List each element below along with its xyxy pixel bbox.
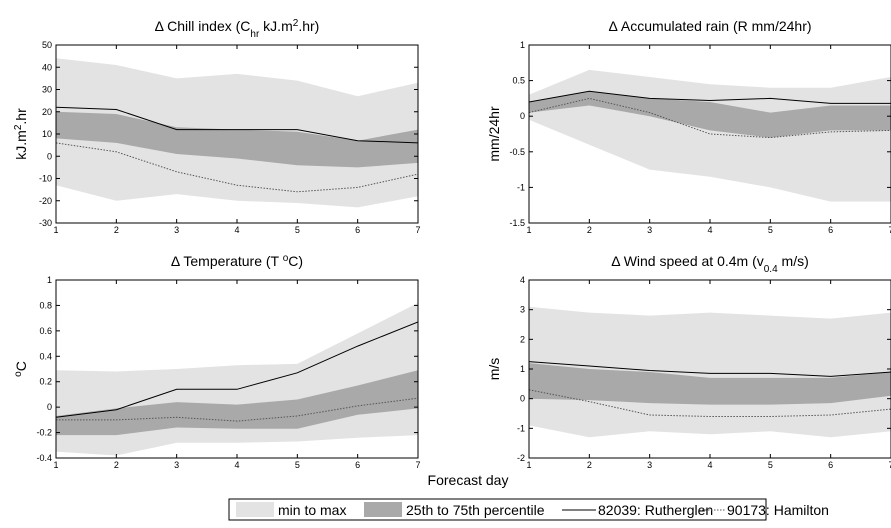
ylabel-text: m/s <box>486 358 502 381</box>
x-tick-label: 2 <box>114 225 119 235</box>
y-axis-label: kJ.m2.hr <box>13 108 30 160</box>
x-tick-label: 7 <box>415 460 420 470</box>
y-tick-label: -20 <box>39 196 52 206</box>
y-tick-label: 3 <box>520 305 525 315</box>
y-axis-label: mm/24hr <box>486 106 502 162</box>
x-tick-label: 7 <box>415 225 420 235</box>
x-tick-label: 3 <box>647 460 652 470</box>
panel-title: Δ Temperature (T oC) <box>171 253 303 270</box>
y-tick-label: 0 <box>47 151 52 161</box>
legend-swatch-iqr <box>364 502 402 517</box>
y-tick-label: -30 <box>39 218 52 228</box>
legend-label-rutherglen: 82039: Rutherglen <box>598 502 713 518</box>
panel-title: Δ Accumulated rain (R mm/24hr) <box>608 18 811 34</box>
band-min-max <box>529 70 891 202</box>
y-tick-label: -10 <box>39 174 52 184</box>
title-text-end: C) <box>288 253 303 269</box>
x-tick-label: 5 <box>295 225 300 235</box>
x-tick-label: 1 <box>53 460 58 470</box>
title-text: Δ Chill index (C <box>155 18 251 34</box>
y-tick-label: 1 <box>520 364 525 374</box>
plot-area <box>56 58 418 207</box>
x-tick-label: 4 <box>707 225 712 235</box>
x-axis-label: Forecast day <box>428 472 509 488</box>
legend-label-iqr: 25th to 75th percentile <box>406 502 545 518</box>
y-tick-label: 1 <box>47 275 52 285</box>
y-tick-label: 10 <box>42 129 52 139</box>
plot-area <box>529 307 891 438</box>
y-tick-label: 0 <box>47 402 52 412</box>
y-tick-label: 20 <box>42 107 52 117</box>
y-tick-label: 0 <box>520 111 525 121</box>
x-tick-label: 4 <box>234 225 239 235</box>
panel-chill-index: -30 -20 -10 0 10 20 30 40 50 1 2 3 4 5 6 7 Δ Chill index… <box>13 18 421 236</box>
panel-wind-speed: -2-1012341234567Δ Wind speed at 0.4m (v0… <box>486 253 891 470</box>
panel-title: Δ Chill index (Chr kJ.m2.hr) <box>155 18 320 40</box>
y-tick-label: -0.2 <box>36 428 52 438</box>
y-tick-label: -0.5 <box>509 147 525 157</box>
x-tick-label: 3 <box>174 225 179 235</box>
panel-temperature: -0.4 -0.2 0 0.2 0.4 0.6 0.8 1 1 2 3 4 5 6 7 Δ Temperatu… <box>13 253 421 471</box>
legend-swatch-range <box>236 502 274 517</box>
x-tick-label: 4 <box>234 460 239 470</box>
x-tick-label: 6 <box>828 460 833 470</box>
x-tick-label: 6 <box>355 460 360 470</box>
y-tick-label: 40 <box>42 62 52 72</box>
title-text-rest: kJ.m <box>259 18 292 34</box>
ylabel-text-end: .hr <box>13 108 29 125</box>
y-tick-label: 0.5 <box>512 76 525 86</box>
y-axis-label: m/s <box>486 358 502 381</box>
ylabel-text: kJ.m <box>13 130 29 160</box>
x-tick-label: 3 <box>174 460 179 470</box>
y-tick-label: 50 <box>42 40 52 50</box>
y-tick-label: -0.4 <box>36 453 52 463</box>
y-tick-label: -1.5 <box>509 218 525 228</box>
y-tick-label: 4 <box>520 275 525 285</box>
title-text: Δ Accumulated rain (R mm/24hr) <box>608 18 811 34</box>
title-subscript: 0.4 <box>764 264 778 275</box>
y-tick-label: -2 <box>517 453 525 463</box>
panel-accumulated-rain: -1.5-1-0.500.511234567Δ Accumulated rain… <box>486 18 891 235</box>
x-tick-label: 2 <box>114 460 119 470</box>
y-tick-label: 0 <box>520 394 525 404</box>
y-axis-label: oC <box>13 361 30 377</box>
y-tick-label: 1 <box>520 40 525 50</box>
y-tick-label: 0.2 <box>39 377 52 387</box>
ylabel-text-end: C <box>13 361 29 371</box>
title-text: Δ Temperature (T <box>171 253 283 269</box>
plot-area <box>529 70 891 202</box>
ylabel-text: mm/24hr <box>486 106 502 162</box>
x-tick-label: 2 <box>587 460 592 470</box>
legend-label-range: min to max <box>278 502 346 518</box>
title-text: Δ Wind speed at 0.4m (v <box>611 253 764 269</box>
y-tick-label: -1 <box>517 182 525 192</box>
y-tick-label: 2 <box>520 334 525 344</box>
legend-label-hamilton: 90173: Hamilton <box>727 502 829 518</box>
x-tick-label: 2 <box>587 225 592 235</box>
x-tick-label: 6 <box>355 225 360 235</box>
x-tick-label: 4 <box>707 460 712 470</box>
y-tick-label: 0.6 <box>39 326 52 336</box>
plot-area <box>56 303 418 456</box>
x-tick-label: 1 <box>526 460 531 470</box>
x-tick-label: 1 <box>53 225 58 235</box>
y-tick-label: -1 <box>517 423 525 433</box>
title-text-end: m/s) <box>778 253 809 269</box>
y-tick-label: 0.8 <box>39 300 52 310</box>
y-tick-label: 30 <box>42 85 52 95</box>
y-tick-label: 0.4 <box>39 351 52 361</box>
panel-title: Δ Wind speed at 0.4m (v0.4 m/s) <box>611 253 809 275</box>
x-tick-label: 1 <box>526 225 531 235</box>
x-tick-label: 5 <box>768 225 773 235</box>
x-tick-label: 6 <box>828 225 833 235</box>
x-tick-label: 3 <box>647 225 652 235</box>
title-text-end: .hr) <box>298 18 319 34</box>
legend: min to max 25th to 75th percentile 82039… <box>229 499 829 520</box>
x-tick-label: 5 <box>295 460 300 470</box>
x-tick-label: 5 <box>768 460 773 470</box>
